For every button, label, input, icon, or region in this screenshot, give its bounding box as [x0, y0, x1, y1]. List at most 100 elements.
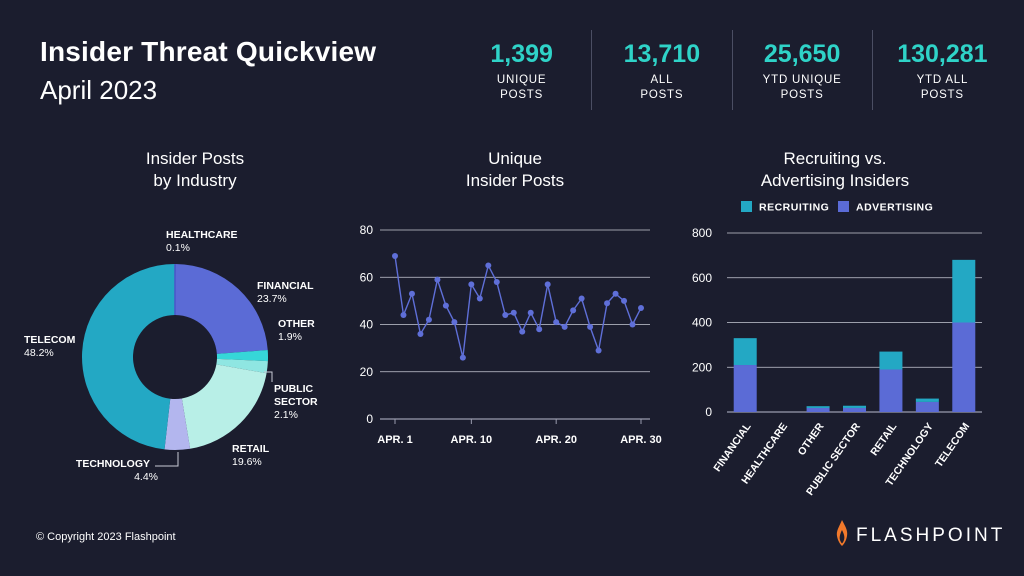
bar-segment	[915, 398, 939, 402]
stat-label-line: POSTS	[920, 89, 964, 101]
pie-slice-label: RETAIL	[232, 443, 270, 455]
line-y-tick-label: 20	[360, 365, 374, 379]
line-point	[536, 326, 543, 333]
line-chart-title-line: Unique	[488, 149, 542, 168]
pie-leader-line	[155, 452, 179, 467]
pie-slice-value: 2.1%	[274, 409, 298, 421]
line-point	[493, 278, 500, 285]
stat-value: 130,281	[897, 40, 988, 68]
pie-slice	[216, 349, 268, 362]
line-point	[408, 290, 415, 297]
line-y-tick-label: 0	[366, 412, 373, 426]
bar-category-label: OTHER	[796, 420, 827, 457]
bar-chart-title-line: Recruiting vs.	[783, 149, 887, 168]
bar-segment	[843, 407, 866, 412]
line-point	[638, 304, 644, 311]
stat-label: YTD ALL POSTS	[873, 73, 1012, 103]
line-x-tick-label: APR. 20	[535, 434, 577, 446]
legend-label: ADVERTISING	[856, 202, 933, 214]
line-point	[604, 300, 611, 307]
pie-slice-label: OTHER	[278, 318, 315, 330]
pie-slice-label: TELECOM	[24, 334, 76, 346]
line-point	[425, 316, 432, 323]
line-x-tick-label: APR. 10	[451, 434, 493, 446]
line-point	[451, 319, 458, 326]
bar-category-label: TELECOM	[933, 421, 972, 470]
stat-label: UNIQUE POSTS	[452, 73, 591, 103]
pie-slice-label: FINANCIAL	[257, 280, 314, 292]
bar-segment	[806, 406, 830, 408]
pie-leader-line	[264, 371, 273, 382]
line-point	[570, 307, 577, 314]
pie-slice-value: 0.1%	[166, 242, 190, 254]
pie-slice-label: TECHNOLOGY	[76, 458, 150, 470]
stat-label: YTD UNIQUE POSTS	[733, 73, 872, 103]
stat-unique-posts: 1,399 UNIQUE POSTS	[452, 30, 591, 110]
stat-all-posts: 13,710 ALL POSTS	[591, 30, 731, 110]
line-y-tick-label: 40	[360, 318, 374, 332]
line-point	[544, 281, 551, 288]
line-point	[442, 302, 449, 309]
stat-label: ALL POSTS	[592, 73, 731, 103]
line-point	[629, 321, 636, 328]
bar-segment	[879, 351, 903, 370]
line-y-tick-label: 80	[360, 223, 374, 237]
stat-value: 13,710	[623, 40, 701, 68]
line-point	[612, 290, 619, 297]
bar-y-tick-label: 400	[692, 316, 712, 330]
stat-label-line: YTD UNIQUE	[762, 74, 842, 86]
line-point	[578, 295, 585, 302]
bar-chart-title-line: Advertising Insiders	[760, 171, 910, 190]
line-chart-title: Unique Insider Posts	[400, 148, 630, 192]
pie-slice-value: 1.9%	[278, 331, 302, 343]
line-point	[392, 252, 398, 259]
pie-slice-label: HEALTHCARE	[166, 229, 238, 241]
stat-ytd-unique-posts: 25,650 YTD UNIQUE POSTS	[731, 30, 872, 110]
line-chart-title-line: Insider Posts	[465, 171, 565, 190]
pie-slice-value: 23.7%	[257, 293, 287, 305]
line-x-tick-label: APR. 30	[620, 434, 662, 446]
bar-segment	[733, 365, 757, 412]
copyright-text: © Copyright 2023 Flashpoint	[36, 531, 176, 543]
bar-segment	[733, 338, 757, 366]
page-title: Insider Threat Quickview	[40, 36, 377, 67]
line-point	[434, 276, 441, 283]
bar-segment	[952, 259, 976, 323]
pie-chart-title-line: by Industry	[153, 171, 237, 190]
bar-segment	[806, 407, 830, 412]
stat-value: 25,650	[763, 40, 841, 68]
bar-segment	[915, 401, 939, 412]
legend-label: RECRUITING	[759, 202, 829, 214]
stat-label-line: UNIQUE	[496, 74, 547, 86]
bar-y-tick-label: 200	[692, 360, 712, 374]
pie-chart-title: Insider Posts by Industry	[80, 148, 310, 192]
stat-label-line: ALL	[650, 74, 674, 86]
pie-slice-label: PUBLIC	[274, 383, 314, 395]
line-point	[459, 354, 466, 361]
stat-label-line: POSTS	[640, 89, 684, 101]
stat-label-line: YTD ALL	[916, 74, 969, 86]
bar-y-tick-label: 0	[705, 405, 712, 419]
legend-swatch	[741, 201, 752, 212]
line-point	[595, 347, 602, 354]
pie-slice	[181, 364, 267, 449]
line-point	[519, 328, 526, 335]
line-series-path	[394, 255, 642, 358]
line-point	[527, 309, 534, 316]
line-point	[621, 297, 628, 304]
line-point	[417, 330, 424, 337]
flame-icon	[836, 520, 848, 551]
pie-slice-value: 4.4%	[134, 471, 158, 483]
line-point	[561, 323, 568, 330]
bar-chart-title: Recruiting vs. Advertising Insiders	[720, 148, 950, 192]
line-point	[400, 312, 407, 319]
brand-name: FLASHPOINT	[856, 524, 1006, 546]
bar-segment	[843, 405, 866, 408]
line-point	[587, 323, 594, 330]
stat-label-line: POSTS	[500, 89, 544, 101]
bar-category-label: RETAIL	[868, 420, 899, 458]
line-point	[553, 319, 560, 326]
line-x-tick-label: APR. 1	[377, 434, 412, 446]
